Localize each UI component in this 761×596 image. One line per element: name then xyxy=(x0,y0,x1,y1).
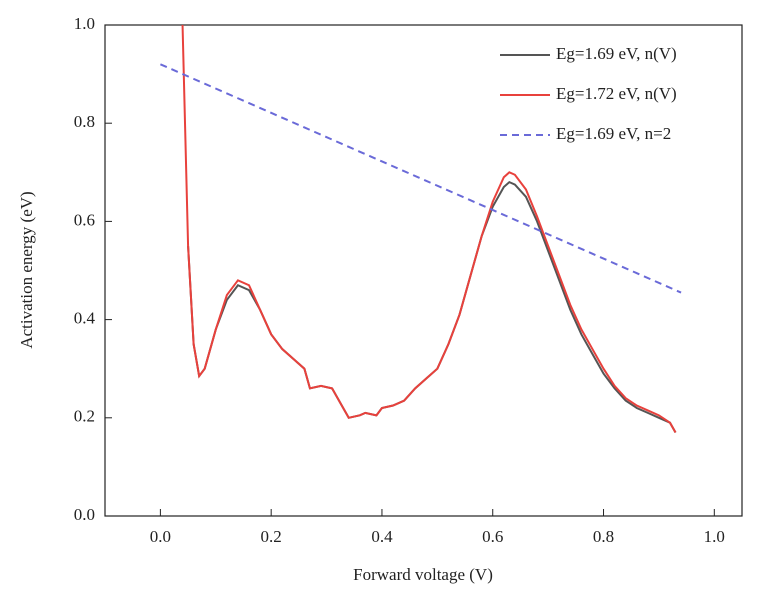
y-tick-label: 1.0 xyxy=(74,14,95,33)
x-tick-label: 0.8 xyxy=(593,527,614,546)
x-tick-label: 0.0 xyxy=(150,527,171,546)
x-tick-label: 0.6 xyxy=(482,527,503,546)
series-line xyxy=(181,25,677,434)
y-tick-label: 0.6 xyxy=(74,210,95,229)
y-tick-label: 0.0 xyxy=(74,505,95,524)
x-tick-label: 0.4 xyxy=(371,527,393,546)
x-tick-label: 0.2 xyxy=(261,527,282,546)
y-tick-label: 0.2 xyxy=(74,407,95,426)
legend-label: Eg=1.69 eV, n=2 xyxy=(556,124,671,143)
y-tick-label: 0.8 xyxy=(74,112,95,131)
y-axis-label: Activation energy (eV) xyxy=(17,191,36,348)
plot-frame xyxy=(104,24,743,517)
y-tick-label: 0.4 xyxy=(74,309,96,328)
legend-label: Eg=1.72 eV, n(V) xyxy=(556,84,677,103)
plot-area xyxy=(159,25,682,434)
series-line xyxy=(159,63,682,294)
series-line xyxy=(187,180,677,434)
legend-label: Eg=1.69 eV, n(V) xyxy=(556,44,677,63)
x-tick-label: 1.0 xyxy=(704,527,725,546)
x-axis-label: Forward voltage (V) xyxy=(353,565,493,584)
